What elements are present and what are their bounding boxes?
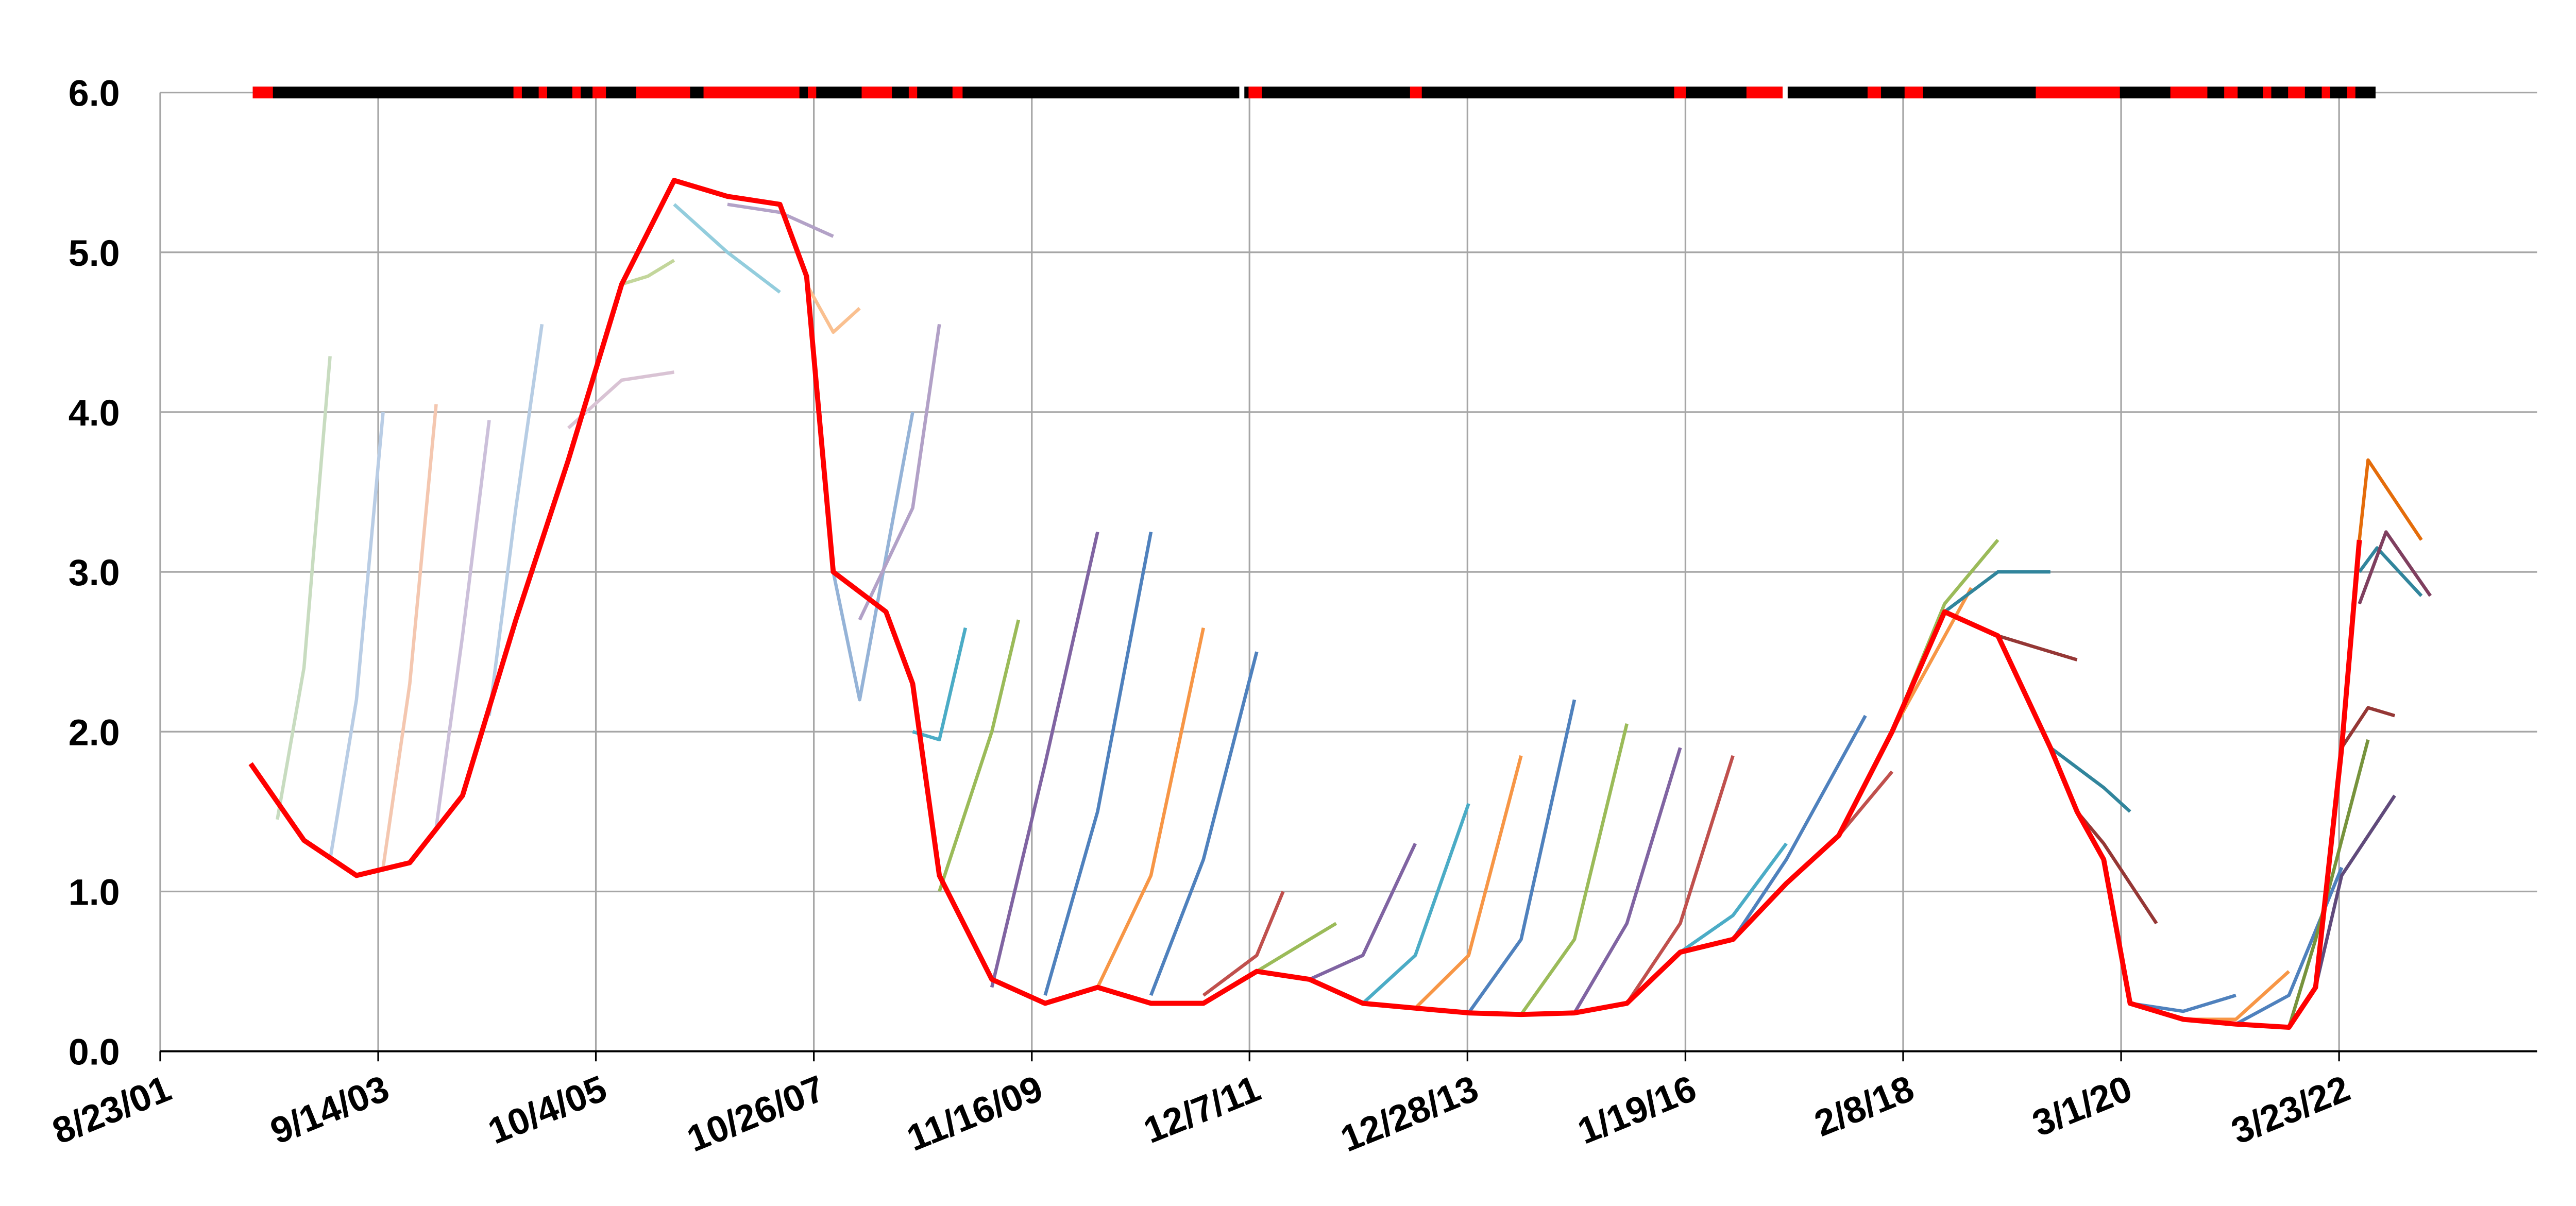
- series-line: [2287, 739, 2370, 1028]
- series-line: [2358, 458, 2423, 541]
- series-line: [1202, 891, 1285, 997]
- series-line: [1362, 803, 1470, 1005]
- y-tick-label: 5.0: [69, 233, 120, 274]
- series-line: [2183, 970, 2291, 1021]
- series-line: [2314, 794, 2396, 988]
- grid: [159, 91, 2537, 1052]
- x-tick-label: 1/19/16: [1572, 1068, 1702, 1152]
- series-line: [1467, 699, 1577, 1014]
- series-line: [2076, 810, 2158, 925]
- series-line: [2358, 530, 2432, 605]
- x-tick-label: 10/26/07: [682, 1068, 831, 1160]
- series-line: [1149, 651, 1259, 996]
- series-line: [1943, 570, 2050, 614]
- top-band: [252, 84, 2376, 101]
- series-line: [1573, 747, 1682, 1014]
- series-line: [727, 202, 834, 238]
- series-line: [381, 404, 438, 868]
- series-line: [1731, 715, 1867, 941]
- series-line: [276, 356, 332, 820]
- y-tick-label: 1.0: [69, 872, 120, 913]
- series-line: [1256, 922, 1337, 973]
- series-line: [2358, 546, 2423, 597]
- x-tick-label: 3/23/22: [2226, 1068, 2355, 1152]
- series-line: [938, 619, 1021, 892]
- series-line: [832, 412, 914, 702]
- y-tick-label: 3.0: [69, 552, 120, 593]
- series-line: [328, 412, 385, 860]
- series-line: [858, 324, 941, 621]
- x-tick-label: 12/28/13: [1335, 1068, 1484, 1160]
- series-line: [1519, 723, 1629, 1016]
- y-tick-label: 4.0: [69, 393, 120, 434]
- series-line: [2049, 746, 2131, 813]
- x-tick-label: 12/7/11: [1138, 1068, 1266, 1151]
- series-line: [487, 324, 544, 716]
- x-tick-label: 9/14/03: [265, 1068, 395, 1152]
- y-tick-label: 6.0: [69, 73, 120, 114]
- x-tick-label: 11/16/09: [901, 1068, 1048, 1159]
- series-line: [1997, 634, 2078, 661]
- series-line: [1625, 755, 1735, 1005]
- series-line: [1043, 531, 1153, 996]
- series-line: [1414, 755, 1523, 1010]
- series-line: [1309, 843, 1417, 981]
- series-line: [673, 203, 781, 294]
- x-tick-label: 8/23/01: [47, 1068, 177, 1152]
- x-tick-label: 10/4/05: [483, 1068, 613, 1152]
- series-line: [805, 283, 861, 334]
- series-line: [2340, 706, 2396, 749]
- series-line: [990, 531, 1099, 988]
- series-line: [1096, 627, 1206, 988]
- series-line: [621, 259, 675, 286]
- series-line: [567, 370, 674, 430]
- series-line: [1679, 842, 1788, 954]
- y-tick-label: 2.0: [69, 712, 120, 753]
- x-tick-label: 2/8/18: [1809, 1068, 1920, 1145]
- y-tick-label: 0.0: [69, 1032, 120, 1073]
- series-line: [2130, 993, 2236, 1013]
- series-line-main: [248, 178, 2362, 1030]
- x-tick-label: 3/1/20: [2027, 1068, 2138, 1145]
- series-line: [434, 420, 491, 828]
